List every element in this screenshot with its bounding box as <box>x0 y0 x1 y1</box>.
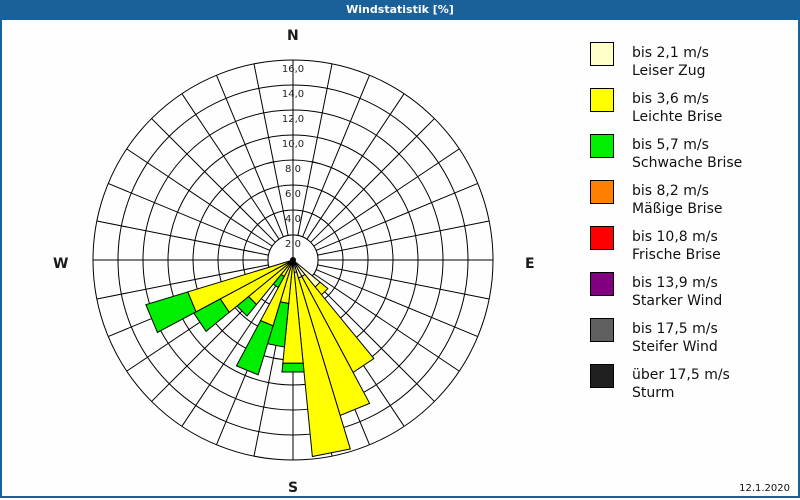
legend-range: bis 5,7 m/s <box>632 137 709 153</box>
svg-text:6,0: 6,0 <box>285 189 301 200</box>
compass-n-label: N <box>287 28 299 44</box>
legend-range: bis 13,9 m/s <box>632 275 718 291</box>
legend-swatch-icon <box>590 180 614 204</box>
legend-swatch-icon <box>590 42 614 66</box>
window-title: Windstatistik [%] <box>0 0 800 20</box>
petal-segment <box>145 291 197 334</box>
legend-swatch-icon <box>590 318 614 342</box>
svg-text:2,0: 2,0 <box>285 239 301 250</box>
legend-range: über 17,5 m/s <box>632 367 730 383</box>
legend-range: bis 17,5 m/s <box>632 321 718 337</box>
legend-range: bis 3,6 m/s <box>632 91 709 107</box>
legend-label: Mäßige Brise <box>632 201 723 217</box>
legend-swatch-icon <box>590 134 614 158</box>
svg-text:12,0: 12,0 <box>282 114 304 125</box>
svg-text:14,0: 14,0 <box>282 89 304 100</box>
svg-text:16,0: 16,0 <box>282 64 304 75</box>
compass-e-label: E <box>525 256 535 272</box>
svg-text:4,0: 4,0 <box>285 214 301 225</box>
legend-range: bis 10,8 m/s <box>632 229 718 245</box>
legend-swatch-icon <box>590 226 614 250</box>
legend-swatch-icon <box>590 364 614 388</box>
legend-label: Starker Wind <box>632 293 723 309</box>
compass-s-label: S <box>288 480 299 496</box>
petal-segment <box>281 362 305 373</box>
date-label: 12.1.2020 <box>739 483 790 494</box>
svg-text:8,0: 8,0 <box>285 164 301 175</box>
legend-label: Leiser Zug <box>632 63 706 79</box>
legend-label: Sturm <box>632 385 675 401</box>
wind-rose-chart: 2,0 4,0 6,0 8,0 10,0 12,0 14,0 16,0 <box>92 59 494 461</box>
legend-swatch-icon <box>590 88 614 112</box>
legend-range: bis 8,2 m/s <box>632 183 709 199</box>
compass-w-label: W <box>53 256 69 272</box>
legend-range: bis 2,1 m/s <box>632 45 709 61</box>
legend-label: Frische Brise <box>632 247 721 263</box>
svg-text:10,0: 10,0 <box>282 139 304 150</box>
legend-label: Leichte Brise <box>632 109 723 125</box>
petal-segment <box>235 319 274 376</box>
petal-segment <box>293 271 351 458</box>
legend-swatch-icon <box>590 272 614 296</box>
legend-label: Schwache Brise <box>632 155 743 171</box>
legend-label: Steifer Wind <box>632 339 718 355</box>
